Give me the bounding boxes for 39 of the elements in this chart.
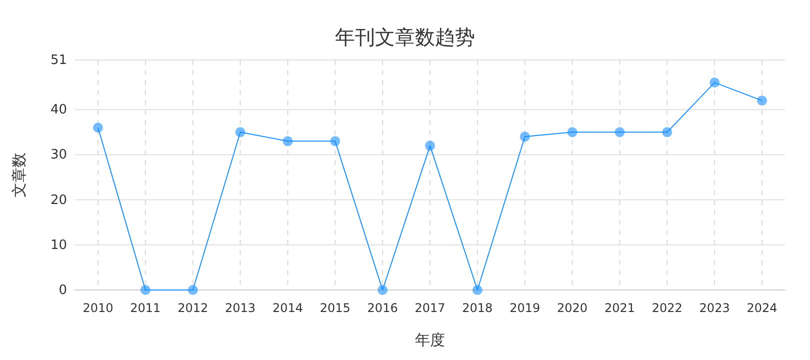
x-tick-label: 2022: [652, 301, 682, 315]
x-tick-label: 2011: [130, 301, 161, 315]
x-axis-title: 年度: [415, 331, 445, 349]
x-tick-label: 2021: [604, 301, 635, 315]
x-tick-label: 2016: [367, 301, 398, 315]
x-tick-label: 2018: [462, 301, 493, 315]
y-tick-label: 40: [50, 102, 67, 118]
x-tick-label: 2014: [272, 301, 303, 315]
x-tick-label: 2010: [82, 301, 114, 315]
point: [662, 127, 672, 138]
y-axis-title: 文章数: [10, 152, 28, 198]
x-tick-label: 2012: [178, 301, 208, 315]
point: [520, 132, 530, 142]
point: [235, 127, 246, 138]
y-tick-label: 0: [58, 283, 67, 298]
y-tick-label: 10: [50, 238, 67, 253]
point: [425, 140, 435, 151]
x-tick-label: 2015: [320, 301, 350, 315]
point: [710, 78, 720, 88]
x-tick-label: 2020: [557, 301, 588, 315]
point: [140, 285, 150, 295]
x-tick-label: 2023: [699, 301, 730, 315]
point: [378, 285, 388, 295]
y-tick-label: 51: [50, 53, 67, 68]
x-tick-label: 2024: [746, 301, 778, 315]
point: [567, 127, 578, 138]
y-tick-label: 20: [50, 192, 67, 208]
point: [614, 127, 625, 138]
chart-title: 年刊文章数趋势: [335, 25, 475, 49]
x-tick-label: 2013: [225, 301, 256, 315]
point: [472, 285, 482, 295]
point: [330, 136, 340, 146]
point: [282, 136, 293, 146]
point: [188, 285, 198, 295]
x-tick-label: 2017: [414, 301, 446, 315]
point: [757, 96, 767, 106]
x-tick-label: 2019: [510, 301, 540, 315]
y-tick-label: 30: [50, 148, 67, 163]
point: [93, 122, 103, 133]
